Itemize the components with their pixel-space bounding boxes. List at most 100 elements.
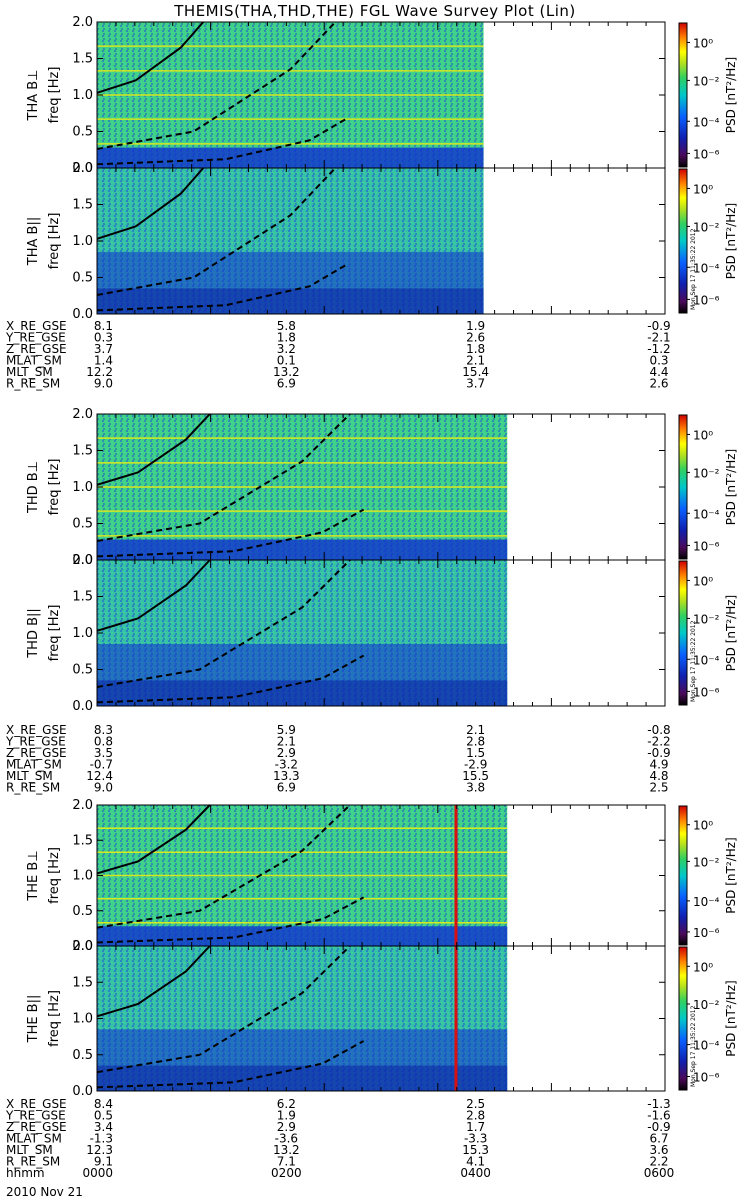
y-tick-label: 0.0 (72, 1084, 93, 1099)
y-tick-label: 2.0 (72, 161, 93, 176)
ephemeris-value: 1.7 (466, 1120, 485, 1134)
ephemeris-label: hhmm (6, 1166, 45, 1180)
colorbar-tick-label: 10⁻² (693, 612, 720, 626)
cyclotron-curve (96, 167, 205, 240)
colorbar-tick-label: 10⁻⁶ (693, 539, 720, 553)
ephemeris-value: 2.5 (649, 781, 668, 795)
probe-label: THA B⊥ (26, 70, 41, 122)
ephemeris-value: 6.9 (277, 781, 296, 795)
colorbar-tick-label: 10⁻⁴ (693, 507, 720, 521)
colorbar (678, 22, 688, 168)
ephemeris-value: 2.2 (649, 1155, 668, 1169)
ephemeris-value: -1.2 (647, 342, 670, 356)
ephemeris-value: 2.9 (277, 746, 296, 760)
ephemeris-value: 3.7 (94, 342, 113, 356)
y-tick-label: 0.0 (72, 553, 93, 568)
colorbar-tick-label: 10⁰ (693, 36, 713, 50)
spike-line (454, 805, 458, 946)
ephemeris-value: -0.9 (647, 319, 670, 333)
low-frequency-band (97, 926, 508, 946)
half-cyclotron-curve (96, 413, 351, 542)
ephemeris-value: 1.9 (277, 1109, 296, 1123)
y-tick-label: 0.0 (72, 161, 93, 176)
ephemeris-label: MLT_SM (6, 769, 53, 783)
ephemeris-value: 6.2 (277, 1097, 296, 1111)
timestamp-stamp: Mon Sep 17 11:35:22 2012 (690, 1005, 697, 1087)
y-tick-label: 0.5 (72, 517, 93, 532)
ephemeris-label: R_RE_SM (6, 781, 60, 795)
y-tick-label: 2.0 (72, 939, 93, 954)
lower-hybrid-curve (96, 654, 365, 704)
ephemeris-value: 13.2 (273, 1143, 300, 1157)
y-tick-label: 1.0 (72, 1012, 93, 1027)
ephemeris-value: 0.3 (94, 331, 113, 345)
probe-label: THA B|| (26, 217, 41, 266)
ephemeris-value: 2.1 (277, 735, 296, 749)
cyclotron-curve (96, 21, 205, 94)
y-tick-label: 1.5 (72, 590, 93, 605)
ephemeris-value: 13.3 (273, 769, 300, 783)
ephemeris-value: 2.6 (466, 331, 485, 345)
y-tick-label: 2.0 (72, 407, 93, 422)
half-cyclotron-curve (96, 804, 351, 929)
spectrogram-panel: 0.0 0.5 1.0 1.5 2.0 freq [Hz] THD B|| 10⁰ 10⁻² 10… (26, 553, 738, 714)
ephemeris-label: Z_RE_GSE (6, 1120, 67, 1134)
colorbar-tick-label: 10⁻⁴ (693, 115, 720, 129)
y-tick-label: 1.0 (72, 626, 93, 641)
half-cyclotron-curve (96, 559, 351, 688)
probe-label: THE B⊥ (26, 850, 41, 901)
ephemeris-value: 4.1 (466, 1155, 485, 1169)
low-frequency-band (97, 539, 508, 560)
colorbar-label: PSD [nT²/Hz] (724, 449, 738, 525)
ephemeris-value: -0.7 (90, 758, 113, 772)
ephemeris-value: 8.3 (94, 723, 113, 737)
colorbar-label: PSD [nT²/Hz] (724, 203, 738, 279)
y-axis-label: freq [Hz] (47, 847, 62, 904)
colorbar (678, 805, 688, 946)
y-tick-label: 1.5 (72, 833, 93, 848)
ephemeris-value: 2.6 (649, 377, 668, 391)
colorbar-tick-label: 10⁰ (693, 428, 713, 442)
ephemeris-value: 15.4 (462, 365, 489, 379)
ephemeris-value: 15.5 (462, 769, 489, 783)
ephemeris-value: 2.9 (277, 1120, 296, 1134)
probe-label: THD B|| (26, 608, 41, 659)
cyclotron-curve (96, 559, 211, 632)
ephemeris-value: -3.2 (275, 758, 298, 772)
colorbar-tick-label: 10⁰ (693, 819, 713, 833)
y-axis-label: freq [Hz] (47, 605, 62, 662)
colorbar-label: PSD [nT²/Hz] (724, 57, 738, 133)
ephemeris-value: 12.4 (86, 769, 113, 783)
colorbar-tick-label: 10⁰ (693, 182, 713, 196)
ephemeris-label: MLAT_SM (6, 758, 62, 772)
probe-label: THD B⊥ (26, 461, 41, 514)
y-tick-label: 0.5 (72, 663, 93, 678)
y-tick-label: 0.0 (72, 307, 93, 322)
spectrogram-panel: 0.0 0.5 1.0 1.5 2.0 freq [Hz] THA B⊥ 10⁰ 10⁻² 10⁻… (26, 15, 738, 176)
ephemeris-value: -1.6 (647, 1109, 670, 1123)
ephemeris-value: -2.2 (647, 735, 670, 749)
ephemeris-value: 1.9 (466, 319, 485, 333)
ephemeris-value: 3.6 (649, 1143, 668, 1157)
ephemeris-label: MLAT_SM (6, 354, 62, 368)
ephemeris-value: 0600 (644, 1166, 675, 1180)
colorbar-tick-label: 10⁻⁶ (693, 685, 720, 699)
ephemeris-label: X_RE_GSE (6, 723, 67, 737)
ephemeris-value: -0.8 (647, 723, 670, 737)
y-tick-label: 0.0 (72, 699, 93, 714)
ephemeris-value: -3.3 (464, 1132, 487, 1146)
low-frequency-band (97, 288, 484, 314)
ephemeris-value: 8.1 (94, 319, 113, 333)
ephemeris-label: X_RE_GSE (6, 319, 67, 333)
ephemeris-value: 1.8 (277, 331, 296, 345)
lower-hybrid-curve (96, 508, 365, 558)
ephemeris-label: Z_RE_GSE (6, 342, 67, 356)
ephemeris-value: 2.8 (466, 735, 485, 749)
spectrogram-panel: 0.0 0.5 1.0 1.5 2.0 freq [Hz] THE B⊥ 10⁰ 10⁻² 10⁻… (26, 798, 738, 954)
y-axis-label: freq [Hz] (47, 213, 62, 270)
y-tick-label: 2.0 (72, 798, 93, 813)
colorbar-tick-label: 10⁻⁴ (693, 653, 720, 667)
colorbar (678, 946, 688, 1091)
ephemeris-label: Y_RE_GSE (5, 735, 66, 749)
